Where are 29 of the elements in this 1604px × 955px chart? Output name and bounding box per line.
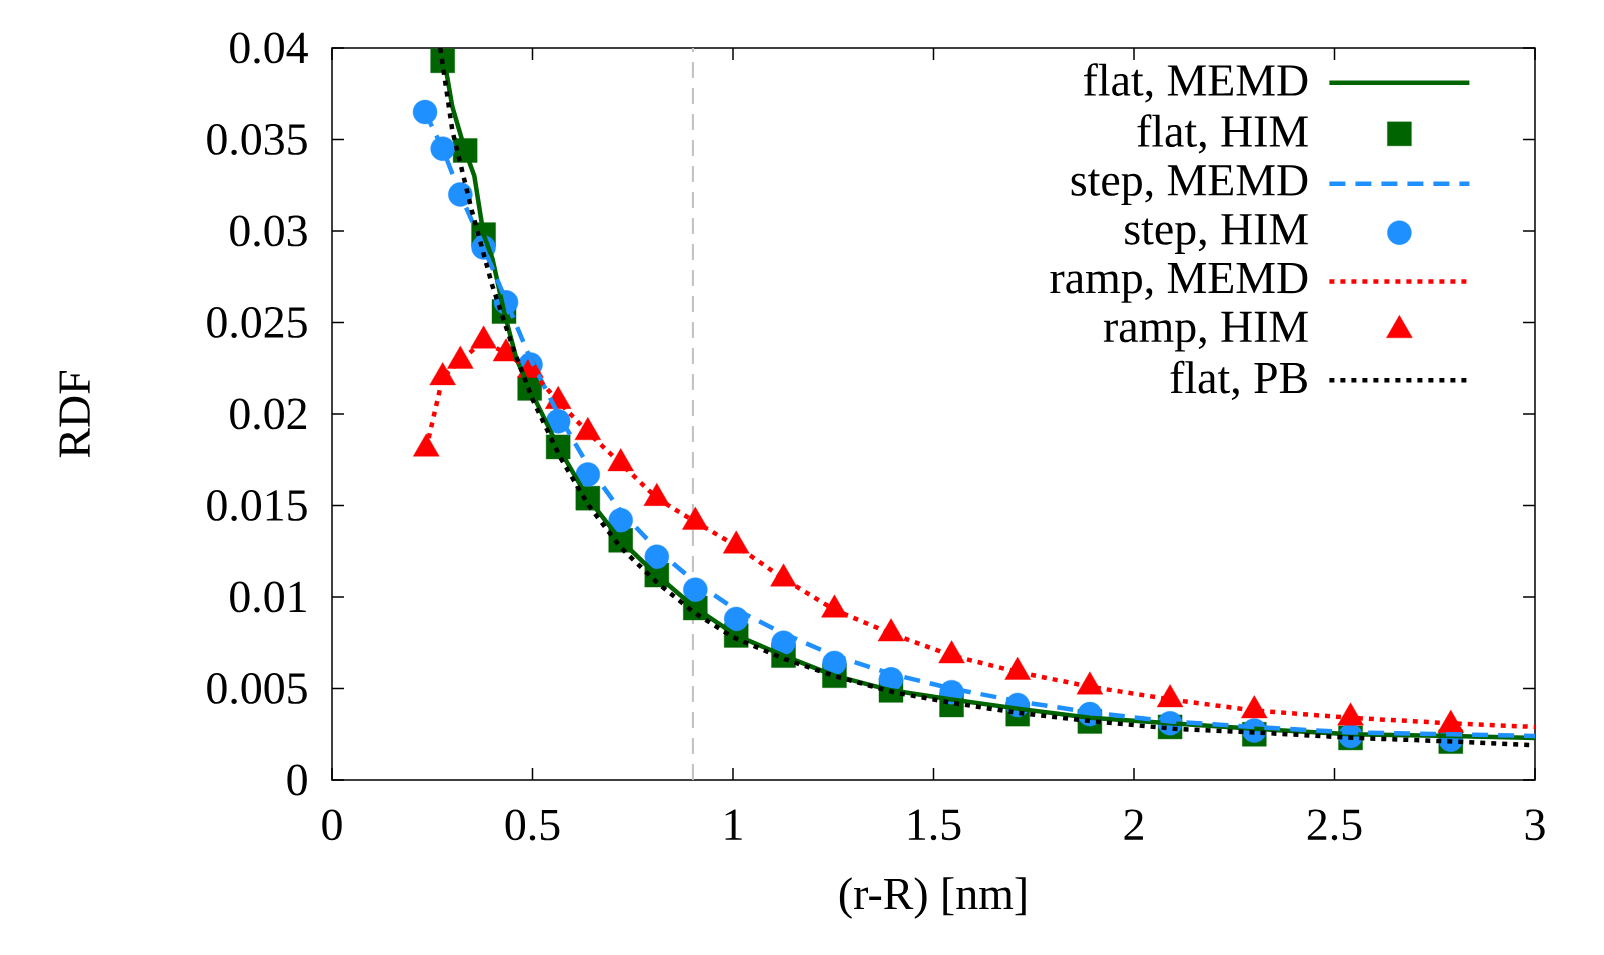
point — [430, 136, 455, 161]
legend-label: step, MEMD — [1071, 165, 1308, 206]
y-tick-label: 0.025 — [207, 306, 307, 339]
y-tick-label: 0 — [287, 764, 307, 796]
x-tick-label: 2 — [1124, 809, 1143, 840]
y-tick-label: 0.015 — [207, 489, 307, 522]
y-tick-label: 0.01 — [230, 581, 306, 613]
y-tick-label: 0.035 — [207, 123, 307, 156]
y-tick-label: 0.02 — [230, 398, 307, 430]
x-tick-label: 0 — [322, 809, 342, 841]
x-tick-label: 2.5 — [1307, 809, 1362, 841]
point — [724, 606, 749, 632]
y-tick-label: 0.04 — [230, 32, 308, 64]
legend-label: ramp, HIM — [1103, 311, 1308, 352]
x-axis-title: (r-R) [nm] — [839, 877, 1026, 919]
legend-label: step, HIM — [1125, 214, 1308, 254]
point — [683, 577, 708, 602]
legend-label: flat, HIM — [1137, 114, 1308, 154]
x-tick-label: 3 — [1525, 809, 1545, 841]
x-tick-label: 1 — [725, 809, 742, 840]
legend-label: flat, PB — [1170, 360, 1307, 401]
y-tick-label: 0.03 — [230, 215, 307, 247]
x-tick-label: 1.5 — [908, 809, 961, 841]
legend-label: ramp, MEMD — [1050, 263, 1308, 303]
x-tick-label: 0.5 — [505, 809, 560, 841]
y-tick-label: 0.005 — [207, 672, 307, 705]
y-axis-title: RDF — [59, 371, 90, 458]
legend-label: flat, MEMD — [1083, 63, 1308, 103]
point — [412, 99, 438, 125]
